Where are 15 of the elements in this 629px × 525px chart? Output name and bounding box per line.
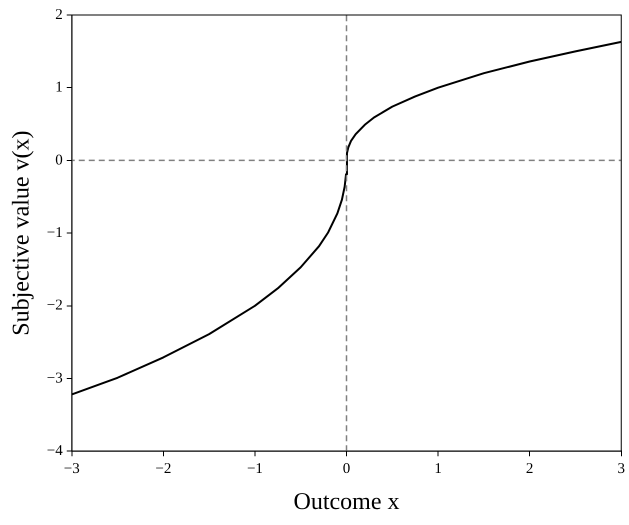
x-tick-label: 1 [434,461,442,478]
x-tick-label: 0 [342,461,350,478]
x-axis-title: Outcome x [294,488,400,515]
y-tick-label: 1 [55,80,63,96]
x-tick-label: 2 [526,461,534,478]
x-tick-label: −1 [246,461,263,478]
y-tick-label: −1 [46,225,63,242]
y-axis-title: Subjective value v(x) [8,130,35,336]
y-tick-label: −2 [46,298,63,314]
y-tick-label: 0 [55,152,63,168]
x-tick-label: 3 [618,461,625,478]
y-tick-label: −3 [46,370,63,386]
y-tick-label: −4 [46,443,64,460]
y-tick-label: 2 [55,6,63,23]
x-tick-label: −2 [155,461,172,478]
